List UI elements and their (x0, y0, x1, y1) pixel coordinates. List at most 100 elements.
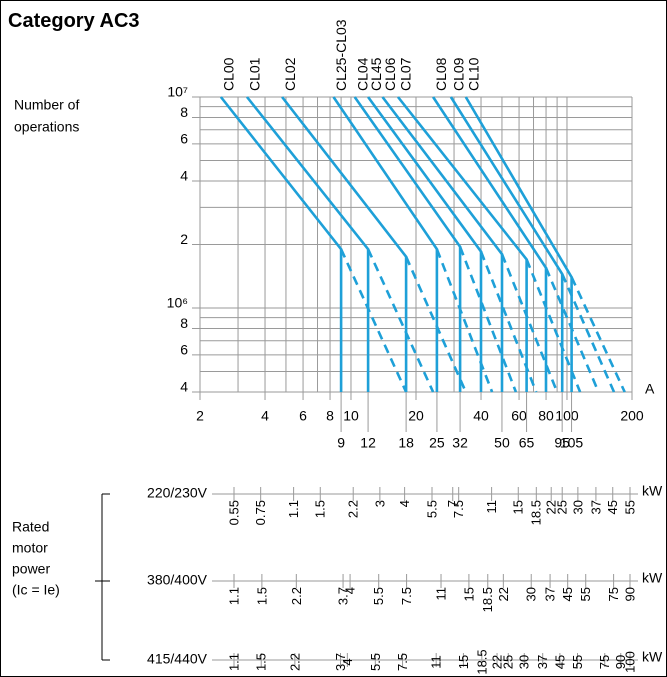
power-value: 7 (445, 500, 460, 507)
power-value: 55 (622, 500, 637, 514)
x-tick-label: 6 (299, 408, 307, 424)
power-value: 1.1 (286, 500, 301, 518)
series-line-dashed (570, 276, 626, 393)
x-tick-label: 9 (337, 435, 345, 451)
series-label: CL45 (368, 57, 384, 91)
power-value: 2.2 (346, 500, 361, 518)
voltage-label: 380/400V (147, 572, 208, 588)
power-value: 90 (622, 587, 637, 601)
x-tick-label: 105 (560, 435, 584, 451)
power-value: 11 (484, 500, 499, 514)
power-value: 15 (461, 587, 476, 601)
series-line-dashed (366, 248, 435, 393)
series-label: CL10 (465, 57, 481, 91)
power-value: 7.5 (451, 500, 466, 518)
x-tick-label: 40 (473, 408, 489, 424)
power-value: 11 (429, 655, 444, 669)
power-value: 30 (524, 587, 539, 601)
x-tick-label: 4 (261, 408, 269, 424)
power-value: 37 (588, 500, 603, 514)
series-label: CL01 (247, 57, 263, 91)
y-tick-label: 6 (180, 131, 188, 147)
power-value: 11 (433, 587, 448, 601)
y-tick-label: 4 (180, 168, 188, 184)
y-tick-label: 6 (180, 342, 188, 358)
power-value: 18.5 (474, 649, 489, 674)
series-line-dashed (525, 258, 582, 393)
series-label: CL25-CL03 (333, 19, 349, 91)
power-value: 75 (606, 587, 621, 601)
series-line-dashed (500, 253, 559, 393)
unit-label: kW (642, 483, 663, 499)
series-line-dashed (458, 246, 518, 393)
x-tick-label: 8 (326, 408, 334, 424)
x-tick-label: 2 (196, 408, 204, 424)
power-value: 1.5 (254, 653, 269, 671)
x-tick-label: 200 (620, 408, 644, 424)
power-value: 22 (544, 500, 559, 514)
series-label: CL07 (398, 57, 414, 91)
power-value: 25 (555, 500, 570, 514)
power-value: 2.2 (287, 653, 302, 671)
x-tick-label: 25 (429, 435, 445, 451)
series-label: CL09 (451, 57, 467, 91)
power-value: 1.1 (226, 587, 241, 605)
power-value: 45 (605, 500, 620, 514)
power-value: 1.5 (313, 500, 328, 518)
series-line-dashed (339, 248, 408, 393)
power-value: 22 (489, 655, 504, 669)
chart-title: Category AC3 (8, 10, 140, 32)
power-value: 100 (622, 651, 637, 673)
y-tick-label: 2 (180, 231, 188, 247)
series-line-dashed (561, 273, 616, 393)
x-tick-label: 10 (343, 408, 359, 424)
y-axis-label: Number of (14, 97, 79, 113)
power-value: 5.5 (424, 500, 439, 518)
voltage-label: 220/230V (147, 485, 208, 501)
power-value: 18.5 (480, 587, 495, 612)
series-label: CL00 (221, 57, 237, 91)
series-label: CL06 (382, 57, 398, 91)
power-value: 75 (597, 655, 612, 669)
power-value: 7.5 (399, 587, 414, 605)
y-tick-label: 4 (180, 379, 188, 395)
y-tick-label: 8 (180, 315, 188, 331)
x-tick-label: 32 (452, 435, 468, 451)
power-value: 15 (511, 500, 526, 514)
power-value: 5.5 (371, 587, 386, 605)
series-label: CL04 (354, 57, 370, 91)
unit-label: kW (642, 570, 663, 586)
series-line-dashed (435, 248, 494, 393)
x-tick-label: 80 (538, 408, 554, 424)
power-value: 30 (570, 500, 585, 514)
power-value: 90 (613, 655, 628, 669)
power-value: 3.7 (333, 653, 348, 671)
power-value: 22 (496, 587, 511, 601)
voltage-label: 415/440V (147, 651, 208, 667)
power-value: 37 (535, 655, 550, 669)
power-value: 5.5 (368, 653, 383, 671)
power-value: 45 (552, 655, 567, 669)
x-tick-label: 65 (519, 435, 535, 451)
y-tick-label: 10⁷ (167, 84, 188, 100)
x-tick-label: 20 (408, 408, 424, 424)
power-label: power (12, 561, 50, 577)
power-label: Rated (12, 519, 49, 535)
series-label: CL08 (433, 57, 449, 91)
power-value: 30 (517, 655, 532, 669)
power-value: 7.5 (395, 653, 410, 671)
power-value: 1.1 (226, 653, 241, 671)
x-tick-label: 95 (554, 435, 570, 451)
power-value: 55 (570, 655, 585, 669)
unit-label: kW (642, 649, 663, 665)
power-value: 4 (397, 500, 412, 507)
power-value: 0.75 (253, 500, 268, 525)
y-tick-label: 10⁶ (167, 295, 188, 311)
x-tick-label: 60 (511, 408, 527, 424)
power-value: 0.55 (226, 500, 241, 525)
power-value: 3 (372, 500, 387, 507)
power-value: 15 (456, 655, 471, 669)
power-label: motor (12, 540, 48, 556)
